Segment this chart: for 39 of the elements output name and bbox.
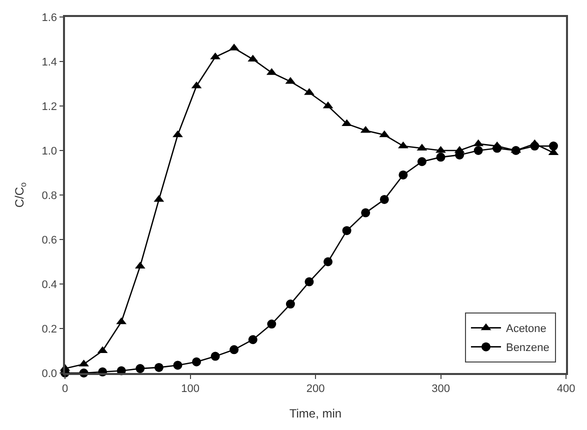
point bbox=[380, 194, 389, 204]
y-tick-label: 0.6 bbox=[42, 234, 58, 246]
y-tick-label: 1.2 bbox=[42, 100, 58, 113]
point bbox=[474, 146, 483, 155]
legend-label: Acetone bbox=[506, 323, 546, 336]
x-tick-label: 400 bbox=[556, 382, 576, 395]
x-tick-label: 0 bbox=[62, 382, 68, 395]
point bbox=[210, 352, 220, 361]
x-axis-title: Time, min bbox=[289, 406, 342, 420]
point bbox=[154, 362, 164, 372]
point bbox=[324, 257, 333, 266]
legend-label: Benzene bbox=[506, 342, 550, 354]
y-tick-label: 0.8 bbox=[42, 190, 58, 202]
point bbox=[398, 170, 408, 180]
point bbox=[436, 152, 446, 162]
y-tick-label: 0.4 bbox=[42, 278, 58, 291]
x-tick-label: 300 bbox=[432, 382, 450, 395]
point bbox=[286, 300, 295, 309]
point bbox=[173, 360, 182, 370]
y-tick-label: 0.0 bbox=[42, 368, 58, 380]
y-tick-label: 1.6 bbox=[42, 12, 58, 24]
point bbox=[172, 130, 183, 138]
point bbox=[267, 320, 276, 329]
x-tick-label: 200 bbox=[306, 382, 325, 395]
point bbox=[548, 142, 558, 151]
point bbox=[530, 142, 540, 151]
point bbox=[136, 364, 145, 374]
y-tick-label: 1.0 bbox=[42, 145, 58, 158]
y-tick-label: 1.4 bbox=[42, 56, 58, 68]
point bbox=[304, 277, 314, 286]
point bbox=[230, 345, 239, 354]
point bbox=[248, 335, 258, 344]
point bbox=[342, 226, 352, 236]
point bbox=[492, 144, 502, 153]
point bbox=[417, 157, 426, 166]
point bbox=[192, 357, 202, 366]
point bbox=[361, 208, 370, 218]
x-tick-label: 100 bbox=[181, 382, 200, 395]
y-tick-label: 0.2 bbox=[42, 323, 58, 336]
